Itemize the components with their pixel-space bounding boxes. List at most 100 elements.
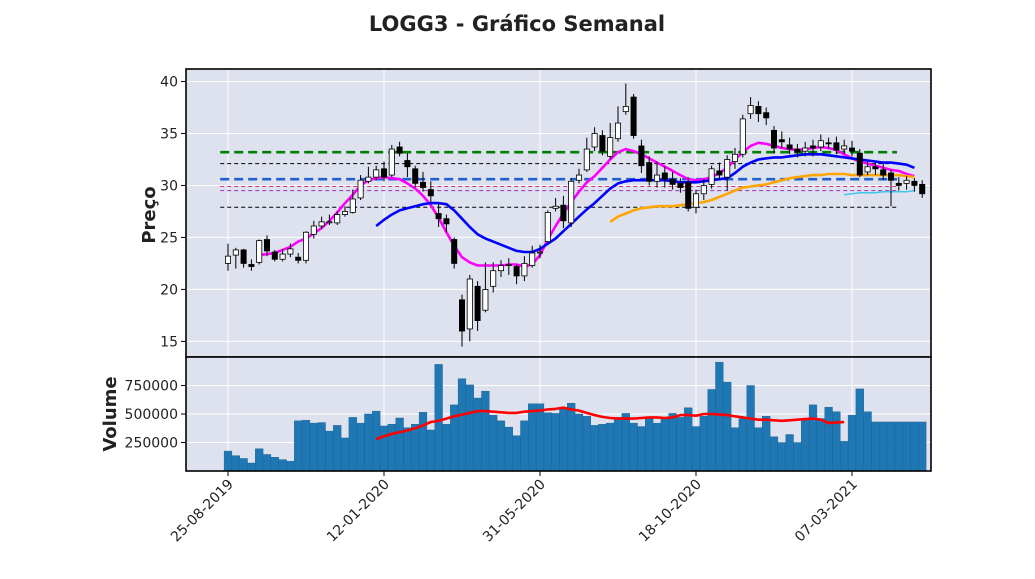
volume-bar	[387, 424, 396, 472]
price-moving-average-line	[375, 153, 915, 254]
candle-body	[888, 172, 895, 181]
price-y-tick-label: 25	[160, 230, 178, 246]
price-y-axis-label: Preço	[139, 186, 160, 243]
volume-bar	[286, 461, 295, 472]
candle-body	[474, 285, 481, 322]
candle-body	[716, 170, 723, 176]
volume-bar	[762, 416, 771, 472]
candle-body	[427, 189, 434, 197]
volume-bar	[340, 437, 350, 472]
volume-bar	[434, 364, 443, 472]
candle-body	[451, 239, 458, 264]
volume-bar	[707, 389, 716, 472]
volume-bar	[793, 442, 802, 472]
candle-body	[240, 249, 247, 264]
candle-body	[755, 106, 762, 115]
candle-body	[279, 253, 286, 260]
candle-body	[271, 251, 278, 260]
volume-bar	[637, 426, 646, 472]
candle-body	[318, 221, 325, 227]
chart-title: LOGG3 - Gráfico Semanal	[369, 12, 665, 36]
candle-body	[856, 152, 863, 176]
candle-body	[537, 251, 544, 254]
volume-bar	[356, 422, 365, 472]
volume-bar	[746, 385, 755, 472]
candle-body	[295, 256, 302, 261]
candle-body	[903, 179, 910, 184]
volume-bar	[535, 403, 545, 472]
candle-body	[763, 112, 770, 119]
volume-bar	[645, 418, 654, 472]
volume-bar	[481, 391, 490, 472]
candle-body	[388, 148, 395, 176]
volume-bar	[629, 422, 638, 472]
volume-bar	[473, 397, 482, 472]
candle-body	[224, 255, 231, 264]
candle-body	[490, 270, 497, 287]
volume-bar	[551, 413, 560, 472]
volume-bar	[777, 442, 786, 472]
candle-body	[802, 147, 809, 152]
x-tick-label: 18-10-2020	[636, 477, 705, 546]
volume-bar	[590, 425, 599, 472]
volume-bar	[262, 454, 272, 472]
volume-bar	[333, 425, 342, 472]
volume-bar	[676, 417, 685, 472]
candle-body	[263, 239, 270, 252]
volume-bar	[512, 435, 521, 472]
volume-bar	[223, 450, 233, 472]
volume-bar	[832, 411, 841, 472]
candle-body	[458, 299, 465, 332]
volume-bar	[816, 418, 825, 472]
candle-body	[638, 145, 645, 167]
volume-bar	[894, 421, 903, 472]
volume-bar	[808, 404, 818, 472]
volume-bar	[528, 403, 537, 472]
price-grid	[186, 69, 931, 357]
volume-bar	[418, 412, 428, 472]
price-moving-average-line	[844, 189, 915, 196]
candle-body	[544, 212, 551, 242]
volume-bar	[496, 420, 506, 472]
volume-bar	[879, 421, 888, 472]
volume-bar	[668, 413, 677, 472]
volume-bar	[582, 416, 591, 472]
volume-bar	[395, 417, 404, 472]
candle-body	[739, 118, 746, 155]
volume-bar	[442, 424, 451, 472]
candle-body	[661, 172, 668, 180]
candle-body	[365, 176, 372, 182]
candle-body	[654, 174, 661, 182]
candle-body	[778, 139, 785, 143]
price-y-ticks: 15 20 25 30 35 40	[160, 74, 186, 350]
x-tick-label: 12-01-2020	[324, 477, 393, 546]
volume-bar	[364, 413, 373, 472]
candle-body	[724, 159, 731, 178]
volume-bar	[606, 422, 615, 472]
candle-body	[560, 204, 567, 222]
volume-bar	[372, 410, 381, 472]
candle-body	[302, 231, 309, 261]
candle-body	[256, 240, 263, 263]
volume-bar	[691, 426, 701, 472]
volume-bar	[294, 420, 303, 472]
volume-panel-frame	[185, 356, 932, 472]
volume-bar	[847, 414, 857, 472]
volume-bar	[239, 458, 248, 472]
x-axis-ticks: 25-08-2019 12-01-2020 31-05-2020 18-10-2020…	[168, 471, 861, 545]
volume-bar	[754, 427, 763, 472]
candle-body	[287, 248, 294, 255]
volume-bar	[785, 434, 794, 472]
volume-bar	[652, 422, 662, 472]
volume-y-tick-label: 500000	[125, 407, 178, 423]
volume-bar	[918, 421, 927, 472]
volume-bars	[223, 361, 927, 472]
candle-body	[435, 213, 442, 220]
volume-bar	[278, 459, 287, 472]
candle-body	[576, 174, 583, 181]
volume-bar	[684, 407, 693, 472]
volume-bar	[465, 384, 474, 472]
volume-bar	[426, 429, 435, 472]
candle-body	[622, 106, 629, 113]
candle-body	[513, 266, 520, 277]
